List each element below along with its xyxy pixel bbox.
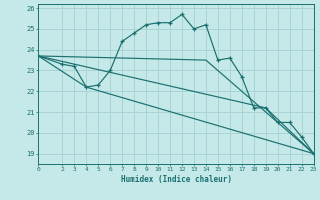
X-axis label: Humidex (Indice chaleur): Humidex (Indice chaleur): [121, 175, 231, 184]
